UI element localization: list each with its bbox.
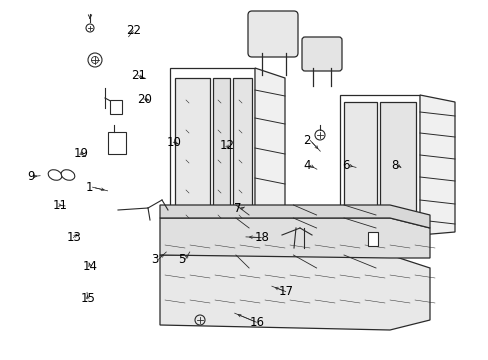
Text: 21: 21: [131, 69, 146, 82]
Text: 5: 5: [178, 253, 185, 266]
Polygon shape: [160, 205, 429, 228]
Polygon shape: [379, 102, 415, 228]
Text: 4: 4: [303, 159, 310, 172]
Text: 19: 19: [73, 147, 88, 159]
Bar: [367, 232, 377, 246]
Text: 2: 2: [303, 134, 310, 147]
Polygon shape: [254, 68, 285, 242]
Text: 6: 6: [342, 159, 349, 172]
Polygon shape: [339, 95, 419, 235]
Text: 17: 17: [278, 285, 293, 298]
Polygon shape: [213, 78, 229, 238]
Text: 12: 12: [220, 139, 235, 152]
Text: 16: 16: [249, 316, 264, 329]
Polygon shape: [170, 68, 254, 242]
Text: 10: 10: [166, 136, 181, 149]
Polygon shape: [232, 78, 251, 238]
Text: 20: 20: [137, 93, 151, 105]
Polygon shape: [343, 102, 376, 228]
Polygon shape: [160, 218, 429, 258]
Text: 7: 7: [233, 202, 241, 215]
Bar: [110, 100, 122, 114]
Polygon shape: [175, 78, 209, 238]
Text: 11: 11: [52, 199, 67, 212]
Text: 1: 1: [85, 181, 93, 194]
Text: 22: 22: [126, 24, 141, 37]
Ellipse shape: [61, 170, 75, 180]
Text: 9: 9: [27, 170, 34, 183]
Text: 8: 8: [390, 159, 398, 172]
Text: 14: 14: [83, 260, 98, 273]
Bar: [108, 132, 126, 154]
Text: 15: 15: [81, 292, 95, 305]
Text: 3: 3: [151, 253, 159, 266]
Text: 18: 18: [254, 231, 268, 244]
FancyBboxPatch shape: [302, 37, 341, 71]
Polygon shape: [419, 95, 454, 235]
Polygon shape: [160, 255, 429, 330]
Text: 13: 13: [66, 231, 81, 244]
FancyBboxPatch shape: [247, 11, 297, 57]
Ellipse shape: [48, 170, 61, 180]
